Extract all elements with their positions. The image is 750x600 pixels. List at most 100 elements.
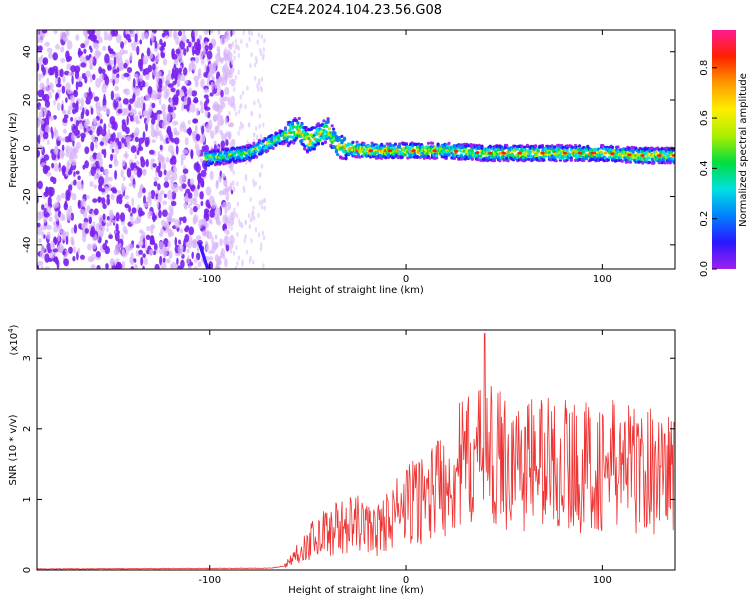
noise-blob [110, 193, 115, 201]
noise-blob [133, 132, 139, 137]
noise-blob [99, 141, 105, 146]
noise-blob [106, 197, 111, 206]
noise-blob [235, 213, 239, 219]
colorbar: 0.0 0.2 0.4 0.6 0.8 Normalized spectral ampl… [699, 30, 749, 277]
noise-blob [187, 242, 192, 249]
noise-blob [157, 183, 161, 191]
ridge-cell [289, 140, 293, 144]
colorbar-tick-label: 0.6 [699, 110, 710, 126]
noise-blob [37, 264, 40, 269]
noise-blob [53, 147, 59, 155]
noise-blob [104, 239, 108, 244]
noise-blob [126, 141, 131, 150]
ridge-cell [347, 143, 351, 147]
noise-blob [200, 178, 205, 188]
noise-blob [163, 193, 167, 198]
noise-blob [70, 212, 74, 221]
noise-blob [77, 175, 81, 181]
ridge-cell [462, 149, 466, 153]
noise-blob [153, 243, 158, 252]
ridge-cell [469, 143, 473, 148]
ridge-cell [556, 155, 560, 159]
noise-blob [105, 263, 109, 269]
noise-blob [138, 111, 142, 116]
noise-blob [89, 130, 93, 136]
noise-blob [135, 76, 139, 85]
noise-blob [81, 198, 86, 203]
noise-blob [186, 249, 190, 253]
ridge-cell [611, 145, 615, 149]
ridge-cell [517, 158, 521, 162]
ridge-cell [407, 147, 411, 151]
noise-blob [37, 149, 41, 158]
noise-blob [201, 219, 207, 227]
ridge-peak [627, 153, 632, 157]
noise-blob [187, 178, 191, 187]
ridge-cell [351, 140, 355, 144]
noise-blob [175, 48, 181, 55]
noise-blob [113, 99, 117, 109]
noise-blob [37, 180, 43, 190]
y-tick-label: 40 [22, 45, 33, 58]
noise-blob [229, 122, 235, 127]
noise-blob [206, 229, 210, 239]
ridge-cell [569, 156, 573, 160]
noise-blob [99, 166, 104, 173]
noise-blob [123, 72, 130, 78]
noise-blob [93, 42, 100, 50]
noise-blob [87, 35, 93, 40]
noise-blob [71, 227, 74, 234]
noise-blob [137, 87, 140, 93]
noise-blob [85, 98, 91, 105]
noise-blob [80, 111, 85, 120]
noise-blob [216, 112, 222, 121]
noise-blob [74, 65, 81, 74]
noise-blob [214, 234, 218, 240]
noise-blob [116, 263, 123, 269]
noise-blob [89, 229, 96, 238]
noise-blob [244, 104, 247, 110]
noise-blob [171, 200, 177, 207]
y-tick-label: -20 [22, 188, 33, 204]
noise-blob [174, 219, 181, 229]
noise-blob [186, 128, 192, 135]
noise-blob [124, 107, 129, 116]
ridge-cell [336, 153, 340, 157]
ridge-cell [631, 150, 635, 154]
noise-blob [190, 57, 196, 62]
noise-blob [247, 213, 251, 219]
noise-blob [137, 191, 143, 199]
noise-blob [255, 59, 258, 65]
noise-blob [237, 130, 240, 136]
noise-blob [262, 53, 265, 59]
noise-blob [160, 157, 166, 162]
noise-blob [258, 172, 262, 178]
noise-blob [72, 108, 77, 115]
snr-ylabel: SNR (10 * v/v) [8, 414, 19, 485]
ridge-cell [494, 150, 498, 154]
ridge-cell [216, 149, 220, 153]
noise-blob [122, 98, 129, 105]
noise-blob [47, 257, 53, 262]
noise-blob [122, 50, 129, 54]
noise-blob [259, 246, 263, 252]
noise-blob [220, 89, 224, 98]
noise-blob [46, 47, 53, 53]
ridge-cell [498, 151, 502, 155]
noise-blob [213, 140, 217, 145]
noise-blob [258, 200, 262, 206]
noise-blob [179, 123, 183, 132]
ridge-cell [230, 150, 234, 154]
noise-blob [44, 41, 50, 47]
ridge-cell [380, 142, 384, 146]
ridge-cell [312, 147, 316, 151]
noise-blob [218, 75, 223, 81]
noise-blob [177, 73, 182, 81]
noise-blob [109, 153, 114, 162]
noise-blob [90, 107, 94, 115]
ridge-cell [573, 153, 578, 157]
noise-blob [104, 168, 109, 177]
noise-blob [38, 111, 44, 118]
ridge-cell [315, 127, 319, 131]
ridge-cell [648, 160, 652, 164]
